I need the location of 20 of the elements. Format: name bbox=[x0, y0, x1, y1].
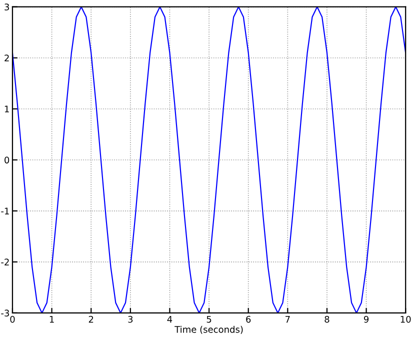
x-tick-label: 6 bbox=[246, 316, 251, 323]
x-tick-label: 7 bbox=[286, 316, 290, 323]
y-tick-label: -2 bbox=[1, 258, 9, 266]
line-series bbox=[12, 6, 406, 313]
x-tick-label: 3 bbox=[128, 316, 133, 323]
x-tick-label: 5 bbox=[206, 316, 212, 323]
y-tick-label: 2 bbox=[4, 54, 9, 62]
x-axis-title: Time (seconds) bbox=[174, 326, 243, 334]
y-tick-label: -3 bbox=[1, 310, 9, 316]
x-tick-label: 9 bbox=[364, 316, 369, 323]
x-tick-label: 10 bbox=[400, 316, 411, 323]
x-tick-label: 0 bbox=[10, 316, 15, 323]
y-tick-label: 3 bbox=[4, 4, 9, 10]
y-tick-label: 0 bbox=[4, 156, 10, 164]
x-tick-label: 4 bbox=[167, 316, 172, 323]
x-tick-label: 2 bbox=[88, 316, 94, 323]
y-tick-label: -1 bbox=[1, 208, 9, 214]
y-tick-label: 1 bbox=[4, 106, 9, 112]
x-tick-label: 8 bbox=[324, 316, 330, 323]
x-tick-label: 1 bbox=[50, 316, 54, 323]
